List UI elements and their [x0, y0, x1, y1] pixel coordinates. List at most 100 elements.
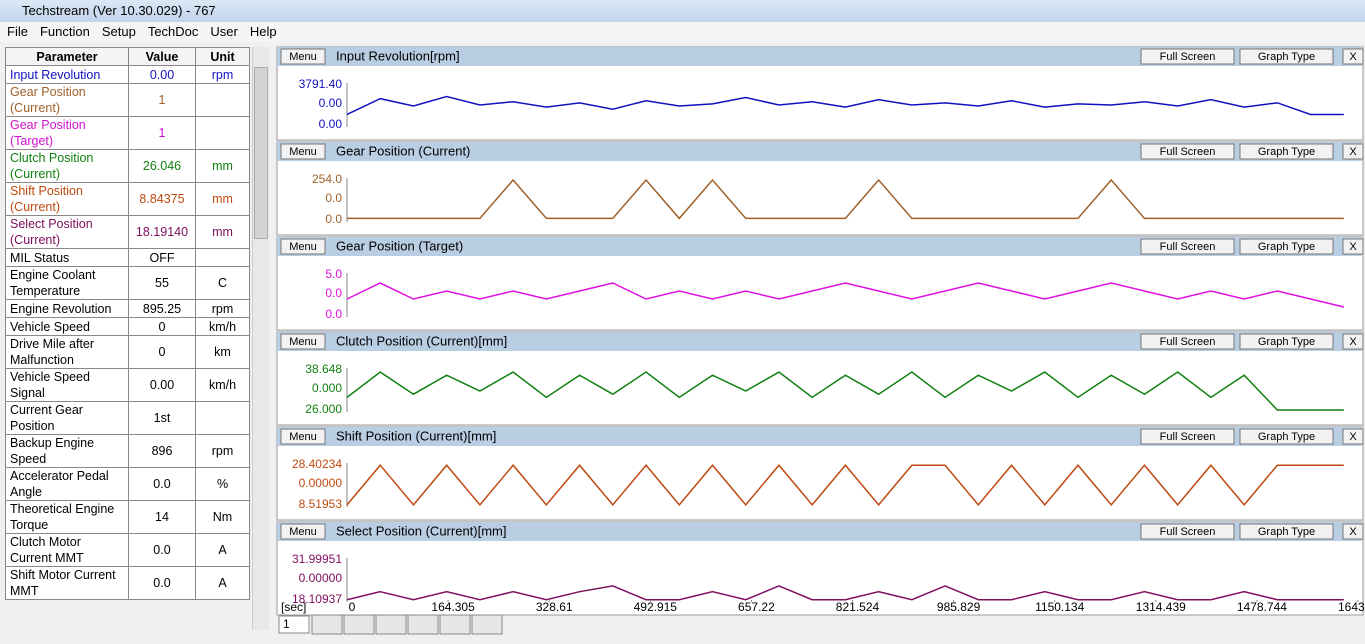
button[interactable]	[1239, 48, 1334, 65]
button[interactable]	[1239, 428, 1334, 445]
menu-item[interactable]: File	[7, 24, 28, 39]
button[interactable]	[1140, 238, 1235, 255]
button[interactable]	[1342, 428, 1364, 445]
button[interactable]	[1140, 428, 1235, 445]
menu-item[interactable]: Help	[249, 24, 277, 39]
column-header: Parameter	[5, 47, 129, 66]
table-row[interactable]: Gear Position (Target) 1	[5, 116, 250, 150]
button[interactable]	[280, 48, 326, 65]
button-label[interactable]: Menu	[289, 336, 317, 348]
graph-header	[277, 237, 1363, 256]
value-cell: 26.046	[128, 149, 196, 183]
parameter-cell: Clutch Position (Current)	[5, 149, 129, 183]
button[interactable]	[280, 333, 326, 350]
button-label[interactable]: X	[1349, 336, 1357, 348]
last-button[interactable]	[471, 614, 503, 635]
parameter-cell: Shift Motor Current MMT	[5, 566, 129, 600]
button[interactable]	[280, 238, 326, 255]
prev-button[interactable]	[407, 614, 439, 635]
value-cell: 14	[128, 500, 196, 534]
button-label[interactable]: Full Screen	[1160, 336, 1216, 348]
button-label[interactable]: Graph Type	[1258, 336, 1315, 348]
menu-item[interactable]: Setup	[101, 24, 136, 39]
table-row[interactable]: Gear Position (Current) 1	[5, 83, 250, 117]
unit-cell: mm	[195, 182, 250, 216]
button-label[interactable]: Menu	[289, 526, 317, 538]
table-row[interactable]: Engine Coolant Temperature 55 C	[5, 266, 250, 300]
menu-item[interactable]: Function	[39, 24, 90, 39]
table-row[interactable]: Engine Revolution 895.25 rpm	[5, 299, 250, 318]
button-label[interactable]: Full Screen	[1160, 241, 1216, 253]
button-label[interactable]: Full Screen	[1160, 431, 1216, 443]
button-label[interactable]: Graph Type	[1258, 146, 1315, 158]
button-label[interactable]: Full Screen	[1160, 526, 1216, 538]
scrollbar[interactable]	[252, 47, 269, 630]
button-label[interactable]: Graph Type	[1258, 241, 1315, 253]
button-label[interactable]: X	[1349, 431, 1357, 443]
button[interactable]	[1342, 238, 1364, 255]
table-row[interactable]: Shift Position (Current) 8.84375 mm	[5, 182, 250, 216]
table-row[interactable]: MIL Status OFF	[5, 248, 250, 267]
graph-title: Input Revolution[rpm]	[336, 48, 460, 63]
button[interactable]	[1239, 238, 1334, 255]
graph-header	[277, 522, 1363, 541]
column-header: Value	[128, 47, 196, 66]
button-label[interactable]: Graph Type	[1258, 51, 1315, 63]
table-row[interactable]: Clutch Motor Current MMT 0.0 A	[5, 533, 250, 567]
scale-label: 28.40234	[292, 457, 342, 471]
next-button[interactable]	[439, 614, 471, 635]
button[interactable]	[280, 428, 326, 445]
button-label[interactable]: Menu	[289, 241, 317, 253]
table-row[interactable]: Shift Motor Current MMT 0.0 A	[5, 566, 250, 600]
table-row[interactable]: Vehicle Speed Signal 0.00 km/h	[5, 368, 250, 402]
speed-box[interactable]	[278, 615, 310, 634]
menu-item[interactable]: User	[210, 24, 238, 39]
parameter-cell: Accelerator Pedal Angle	[5, 467, 129, 501]
graph-title: Gear Position (Target)	[336, 238, 463, 253]
button[interactable]	[280, 143, 326, 160]
graph-header	[277, 332, 1363, 351]
button-label[interactable]: Menu	[289, 431, 317, 443]
table-row[interactable]: Drive Mile after Malfunction 0 km	[5, 335, 250, 369]
table-row[interactable]: Theoretical Engine Torque 14 Nm	[5, 500, 250, 534]
parameter-cell: Clutch Motor Current MMT	[5, 533, 129, 567]
button-label[interactable]: Menu	[289, 51, 317, 63]
scale-label: 18.10937	[292, 592, 342, 606]
menu-item[interactable]: TechDoc	[147, 24, 199, 39]
button[interactable]	[1342, 333, 1364, 350]
scale-label: 26.000	[305, 402, 342, 416]
speed-value[interactable]: 1	[283, 617, 290, 631]
button-label[interactable]: Menu	[289, 146, 317, 158]
table-row[interactable]: Clutch Position (Current) 26.046 mm	[5, 149, 250, 183]
button-label[interactable]: X	[1349, 51, 1357, 63]
button-label[interactable]: Graph Type	[1258, 431, 1315, 443]
button-label[interactable]: Full Screen	[1160, 51, 1216, 63]
button[interactable]	[1239, 143, 1334, 160]
button-label[interactable]: X	[1349, 526, 1357, 538]
button[interactable]	[280, 523, 326, 540]
play-button[interactable]	[343, 614, 375, 635]
button[interactable]	[1342, 523, 1364, 540]
button-label[interactable]: X	[1349, 241, 1357, 253]
table-row[interactable]: Backup Engine Speed 896 rpm	[5, 434, 250, 468]
button-label[interactable]: Graph Type	[1258, 526, 1315, 538]
scale-label: 254.0	[312, 172, 342, 186]
table-row[interactable]: Select Position (Current) 18.19140 mm	[5, 215, 250, 249]
scale-label: 8.51953	[299, 497, 343, 511]
button[interactable]	[1140, 523, 1235, 540]
button[interactable]	[1342, 143, 1364, 160]
scale-label: 0.000	[312, 381, 342, 395]
button-label[interactable]: Full Screen	[1160, 146, 1216, 158]
button[interactable]	[1140, 48, 1235, 65]
pause-button[interactable]	[311, 614, 343, 635]
button[interactable]	[1342, 48, 1364, 65]
button-label[interactable]: X	[1349, 146, 1357, 158]
first-button[interactable]	[375, 614, 407, 635]
button[interactable]	[1140, 143, 1235, 160]
button[interactable]	[1140, 333, 1235, 350]
table-row[interactable]: Vehicle Speed 0 km/h	[5, 317, 250, 336]
button[interactable]	[1239, 333, 1334, 350]
scroll-thumb[interactable]	[254, 67, 268, 239]
table-row[interactable]: Accelerator Pedal Angle 0.0%	[5, 467, 250, 501]
button[interactable]	[1239, 523, 1334, 540]
